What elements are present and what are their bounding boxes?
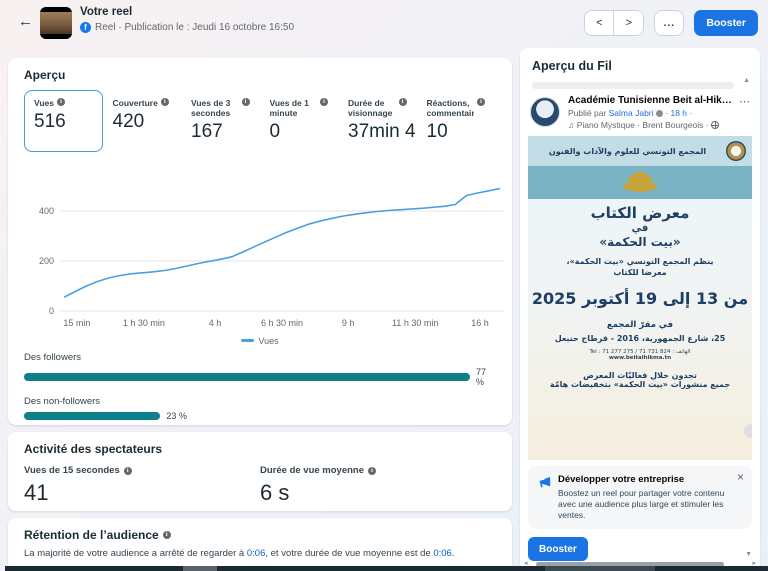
retention-text: , et votre durée de vue moyenne est de: [265, 548, 434, 559]
header: ← Votre reel f Reel · Publication le : J…: [0, 0, 768, 48]
post-music-line: ♫ Piano Mystique · Brent Bourgeois ·: [568, 120, 752, 130]
y-axis-tick: 400: [38, 206, 54, 216]
x-axis-tick: 4 h: [208, 318, 222, 328]
back-button[interactable]: ←: [18, 13, 33, 30]
post-header: ⋯ Académie Tunisienne Beit al-Hikma-بيت …: [530, 95, 752, 130]
info-icon[interactable]: i: [398, 98, 407, 106]
activity-metric-1: Durée de vue moyenne i 6 s: [260, 465, 496, 506]
post-time-link[interactable]: 18 h: [670, 108, 688, 118]
x-axis-tick: 9 h: [341, 318, 355, 328]
boost-button-panel[interactable]: Booster: [528, 537, 588, 561]
retention-summary: La majorité de votre audience a arrêté d…: [24, 548, 496, 559]
promo-title: Développer votre entreprise: [558, 474, 685, 485]
info-icon[interactable]: i: [57, 98, 66, 106]
more-options-button[interactable]: ...: [654, 10, 685, 36]
role-badge-icon: [655, 110, 663, 117]
feed-preview-panel: Aperçu du Fil ▲ ⋯ Académie Tunisienne Be…: [520, 48, 760, 571]
poster-org-line: المجمع التونسي للعلوم والآداب والفنون: [548, 146, 707, 156]
x-axis-tick: 15 min: [63, 318, 91, 328]
scroll-left-icon[interactable]: ◂: [524, 560, 528, 567]
mute-button[interactable]: [744, 424, 752, 438]
feed-preview-title: Aperçu du Fil: [532, 59, 612, 73]
post-byline: Publié par Salma Jabri · 18 h ·: [568, 108, 693, 118]
metric-card-5[interactable]: Réactions, commentair…i10: [417, 90, 496, 152]
scrollbar-thumb[interactable]: [536, 562, 724, 567]
close-icon[interactable]: ×: [736, 470, 744, 484]
publish-info-text: Reel · Publication le : Jeudi 16 octobre…: [95, 22, 295, 33]
x-axis-tick: 1 h 30 min: [122, 318, 165, 328]
x-axis-tick: 6 h 30 min: [260, 318, 304, 328]
metric-card-3[interactable]: Vues de 1 minute i 0: [260, 90, 339, 152]
follower-breakdown: Des followers 77 % Des non-followers 23 %: [24, 352, 496, 421]
next-reel-button[interactable]: >: [614, 11, 644, 35]
megaphone-icon: [539, 476, 551, 488]
horizontal-scrollbar[interactable]: ◂ ▸: [524, 560, 756, 568]
metric-card-2[interactable]: Vues de 3 secondes i 167: [181, 90, 260, 152]
chart-legend: Vues: [24, 336, 496, 346]
legend-label: Vues: [258, 336, 279, 346]
scroll-up-icon[interactable]: ▲: [743, 77, 750, 84]
reel-poster-image[interactable]: المجمع التونسي للعلوم والآداب والفنون مع…: [528, 136, 752, 460]
views-chart: 0 200 400 15 min 1 h 30 min 4 h 6 h 30 min 9 h…: [24, 158, 504, 348]
grow-business-card: × Développer votre entreprise Boostez un…: [528, 466, 752, 529]
info-icon[interactable]: i: [123, 466, 132, 475]
page-avatar[interactable]: [530, 97, 560, 127]
collapse-bar[interactable]: [532, 82, 734, 89]
boost-button-header[interactable]: Booster: [694, 10, 758, 36]
overview-card: Aperçu Vues i 516 Couverture i 420 Vues de 3 s…: [8, 58, 512, 425]
bar-fill: [24, 412, 161, 420]
viewer-activity-title: Activité des spectateurs: [24, 442, 163, 456]
views-line-plot: [60, 187, 504, 312]
scroll-right-icon[interactable]: ▸: [752, 560, 756, 567]
info-icon[interactable]: i: [241, 98, 250, 106]
reel-pager: < >: [584, 10, 645, 36]
info-icon[interactable]: i: [160, 98, 169, 106]
audience-retention-card: Rétention de l’audience i La majorité de…: [8, 518, 512, 571]
retention-avg-link[interactable]: 0:06: [433, 548, 452, 559]
audience-bar-1: Des non-followers 23 %: [24, 396, 187, 421]
audience-bar-0: Des followers 77 %: [24, 352, 486, 387]
music-note-icon: ♫: [568, 120, 575, 130]
info-icon[interactable]: i: [368, 466, 377, 475]
retention-text: La majorité de votre audience a arrêté d…: [24, 548, 247, 559]
metric-card-1[interactable]: Couverture i 420: [103, 90, 182, 152]
author-link[interactable]: Salma Jabri: [608, 108, 654, 118]
poster-title: معرض الكتاب: [590, 204, 690, 222]
scroll-down-icon[interactable]: ▼: [745, 551, 752, 558]
bar-fill: [24, 373, 470, 381]
activity-metric-0: Vues de 15 secondes i 41: [24, 465, 260, 506]
post-page-name[interactable]: Académie Tunisienne Beit al-Hikma-بيت ال…: [568, 95, 736, 106]
x-axis-tick: 11 h 30 min: [392, 318, 439, 328]
post-menu-button[interactable]: ⋯: [739, 96, 750, 108]
publish-info: f Reel · Publication le : Jeudi 16 octob…: [80, 22, 294, 33]
prev-reel-button[interactable]: <: [585, 11, 615, 35]
y-axis-tick: 200: [38, 256, 54, 266]
retention-title: Rétention de l’audience: [24, 528, 159, 542]
info-icon[interactable]: i: [162, 531, 171, 539]
gold-emblem-icon: [627, 173, 653, 192]
metric-card-0[interactable]: Vues i 516: [24, 90, 103, 152]
info-icon[interactable]: i: [320, 98, 328, 106]
academy-logo-icon: [726, 141, 746, 161]
overview-title: Aperçu: [24, 68, 66, 82]
globe-privacy-icon: [710, 121, 719, 129]
promo-body: Boostez un reel pour partager votre cont…: [558, 488, 725, 520]
facebook-icon: f: [80, 22, 91, 33]
x-axis-tick: 16 h: [471, 318, 489, 328]
video-filmstrip: [5, 566, 768, 571]
legend-swatch-icon: [241, 339, 255, 342]
poster-date: من 13 إلى 19 أكتوبر 2025: [531, 289, 749, 308]
metric-card-4[interactable]: Durée de visionnage i 37min 4: [348, 98, 416, 142]
page-title: Votre reel: [80, 6, 133, 18]
metric-cards-row: Vues i 516 Couverture i 420 Vues de 3 secondes…: [24, 90, 496, 152]
reel-thumbnail[interactable]: [40, 7, 72, 39]
y-axis-tick: 0: [48, 306, 54, 316]
retention-time-link[interactable]: 0:06: [246, 548, 266, 559]
info-icon[interactable]: i: [477, 98, 485, 106]
retention-text: .: [451, 548, 455, 559]
viewer-activity-card: Activité des spectateurs Vues de 15 seco…: [8, 432, 512, 511]
